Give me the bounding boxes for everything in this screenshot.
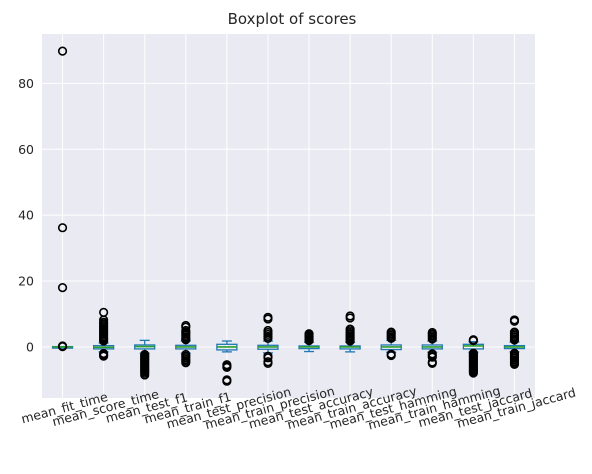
y-tick-label: 40 [18,208,34,223]
outlier-point [427,352,437,362]
outlier-point [345,336,355,346]
outlier-point [263,314,273,324]
outlier-point [263,353,273,363]
outlier-point [509,359,520,370]
outlier-point [222,376,232,386]
plot-area [42,34,535,398]
chart-title: Boxplot of scores [228,10,357,28]
box-mean_test_jaccard [462,335,485,378]
y-tick-label: 20 [18,274,34,289]
outlier-point [99,336,109,346]
outlier-point [181,335,191,345]
boxes [51,46,526,386]
outlier-point [57,283,68,293]
outlier-point [468,368,478,378]
outlier-point [140,370,150,380]
box-mean_train_jaccard [503,315,526,370]
outlier-point [427,334,437,344]
outlier-point [386,350,396,361]
outlier-point [386,333,396,343]
outlier-point [263,358,273,369]
outlier-point [57,46,68,56]
box-mean_fit_time [51,46,74,352]
y-tick-label: 0 [26,339,34,354]
box-mean_test_hamming [380,327,402,361]
box-mean_train_accuracy [339,311,361,353]
outlier-point [468,336,478,346]
box-mean_test_precision [216,340,238,386]
y-tick-label: 80 [18,76,34,91]
outlier-point [509,316,520,326]
outlier-point [57,342,68,352]
outlier-point [181,358,191,368]
box-mean_score_time [92,307,115,361]
box-mean_test_f1 [134,339,156,380]
outlier-point [222,362,232,372]
box-mean_train_precision [257,312,279,369]
outlier-point [304,336,314,346]
outlier-point [99,351,109,361]
outlier-point [57,223,68,233]
y-tick-label: 60 [18,142,34,157]
box-mean_train_f1 [175,320,197,368]
outlier-point [263,333,273,343]
outlier-point [345,313,355,323]
y-axis: 0 20 40 60 80 [18,76,34,355]
outlier-point [509,335,520,345]
box-mean_test_accuracy [298,329,320,353]
box-mean_train_hamming [421,327,443,369]
outlier-point [427,358,437,369]
